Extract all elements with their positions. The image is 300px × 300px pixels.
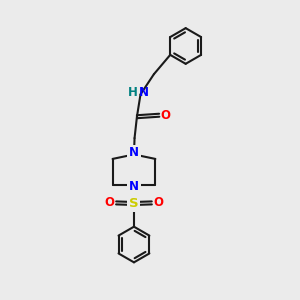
Text: O: O: [105, 196, 115, 209]
Text: N: N: [129, 146, 139, 160]
Text: S: S: [129, 197, 139, 210]
Text: O: O: [153, 196, 163, 209]
Text: H: H: [128, 86, 138, 99]
Text: O: O: [161, 109, 171, 122]
Text: N: N: [139, 86, 148, 99]
Text: N: N: [129, 180, 139, 193]
